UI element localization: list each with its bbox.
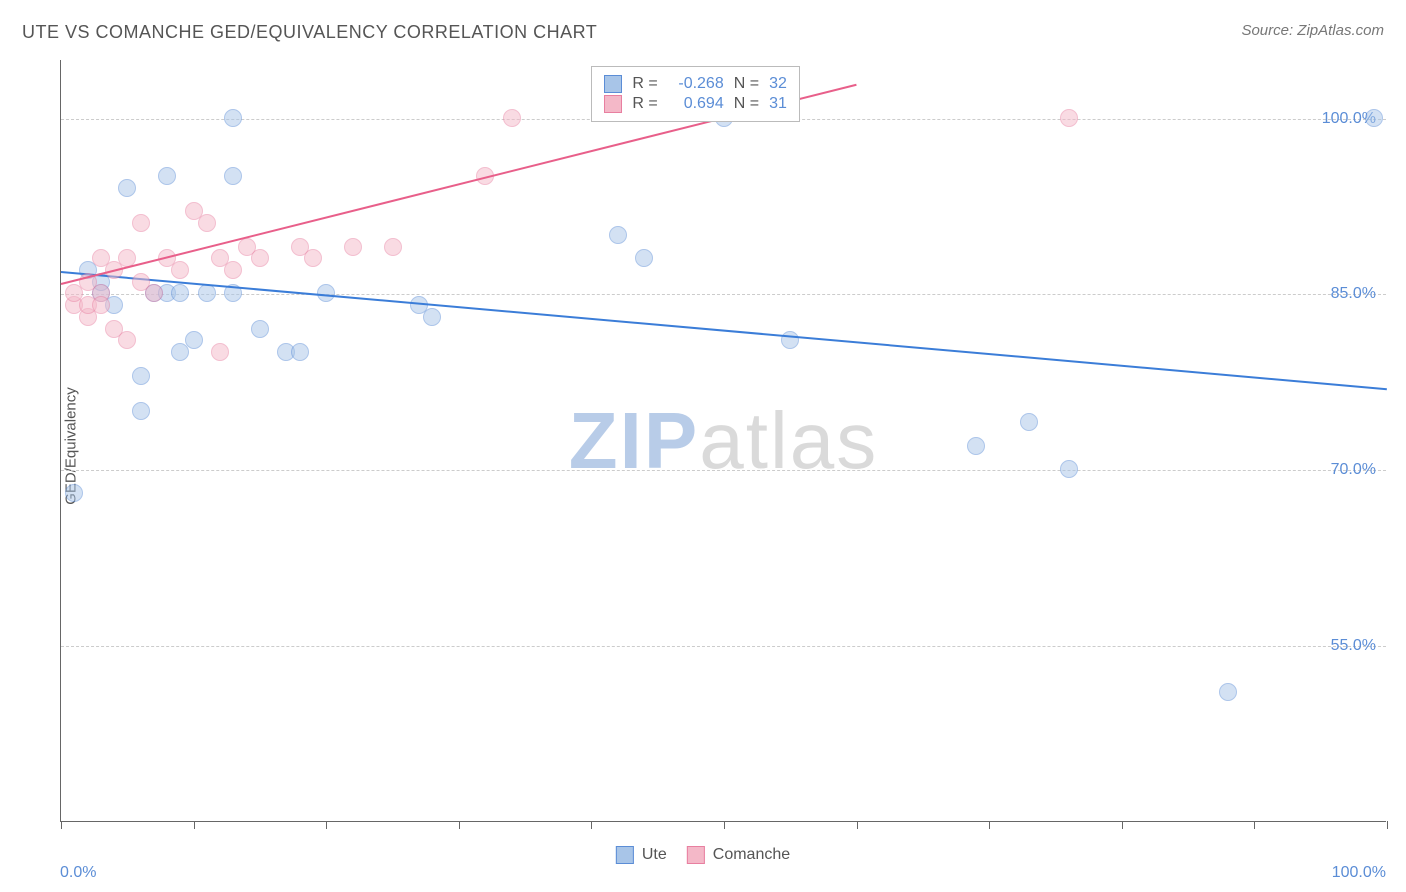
data-point (118, 331, 136, 349)
watermark: ZIPatlas (569, 395, 878, 487)
data-point (384, 238, 402, 256)
x-tick (1122, 821, 1123, 829)
bottom-legend: Ute Comanche (616, 846, 790, 864)
data-point (211, 343, 229, 361)
gridline-horizontal (61, 294, 1386, 295)
data-point (635, 249, 653, 267)
source-attribution: Source: ZipAtlas.com (1241, 22, 1384, 39)
y-tick-label: 70.0% (1331, 461, 1376, 479)
data-point (171, 261, 189, 279)
chart-title: UTE VS COMANCHE GED/EQUIVALENCY CORRELAT… (22, 22, 597, 43)
data-point (132, 367, 150, 385)
data-point (1060, 460, 1078, 478)
data-point (1020, 413, 1038, 431)
legend-n-label: N = (734, 75, 759, 93)
y-tick-label: 85.0% (1331, 285, 1376, 303)
bottom-legend-item: Comanche (687, 846, 790, 864)
data-point (291, 343, 309, 361)
data-point (198, 214, 216, 232)
chart-container: UTE VS COMANCHE GED/EQUIVALENCY CORRELAT… (0, 0, 1406, 892)
data-point (224, 261, 242, 279)
x-tick-label: 0.0% (60, 864, 96, 882)
data-point (65, 484, 83, 502)
legend-row: R = 0.694 N = 31 (604, 95, 786, 113)
legend-swatch (687, 846, 705, 864)
legend-label: Ute (642, 846, 667, 864)
x-tick (1254, 821, 1255, 829)
x-tick (857, 821, 858, 829)
data-point (1219, 683, 1237, 701)
plot-area: ZIPatlas 55.0%70.0%85.0%100.0%R =-0.268N… (60, 60, 1386, 822)
data-point (251, 320, 269, 338)
x-tick (724, 821, 725, 829)
data-point (92, 296, 110, 314)
x-tick (326, 821, 327, 829)
legend-r-value: -0.268 (668, 75, 724, 93)
x-tick-label: 100.0% (1332, 864, 1386, 882)
x-tick (459, 821, 460, 829)
data-point (224, 109, 242, 127)
legend-n-value: 31 (769, 95, 787, 113)
x-tick (591, 821, 592, 829)
data-point (423, 308, 441, 326)
data-point (1060, 109, 1078, 127)
legend-label: Comanche (713, 846, 790, 864)
y-tick-label: 55.0% (1331, 637, 1376, 655)
data-point (198, 284, 216, 302)
data-point (344, 238, 362, 256)
legend-swatch (604, 75, 622, 93)
data-point (132, 402, 150, 420)
x-tick (1387, 821, 1388, 829)
data-point (967, 437, 985, 455)
data-point (171, 284, 189, 302)
legend-n-value: 32 (769, 75, 787, 93)
data-point (304, 249, 322, 267)
legend-swatch (616, 846, 634, 864)
data-point (609, 226, 627, 244)
legend-n-label: N = (734, 95, 759, 113)
legend-r-value: 0.694 (668, 95, 724, 113)
x-tick (194, 821, 195, 829)
legend-r-label: R = (632, 95, 657, 113)
legend-row: R = -0.268 N = 32 (604, 75, 786, 93)
data-point (132, 214, 150, 232)
data-point (251, 249, 269, 267)
data-point (118, 179, 136, 197)
x-tick (61, 821, 62, 829)
data-point (185, 331, 203, 349)
data-point (224, 167, 242, 185)
data-point (1365, 109, 1383, 127)
correlation-legend: R = -0.268 N = 32 R = 0.694 N = 31 (591, 66, 799, 122)
x-tick (989, 821, 990, 829)
gridline-horizontal (61, 470, 1386, 471)
data-point (503, 109, 521, 127)
legend-r-label: R = (632, 75, 657, 93)
legend-swatch (604, 95, 622, 113)
gridline-horizontal (61, 646, 1386, 647)
data-point (145, 284, 163, 302)
data-point (158, 167, 176, 185)
bottom-legend-item: Ute (616, 846, 667, 864)
